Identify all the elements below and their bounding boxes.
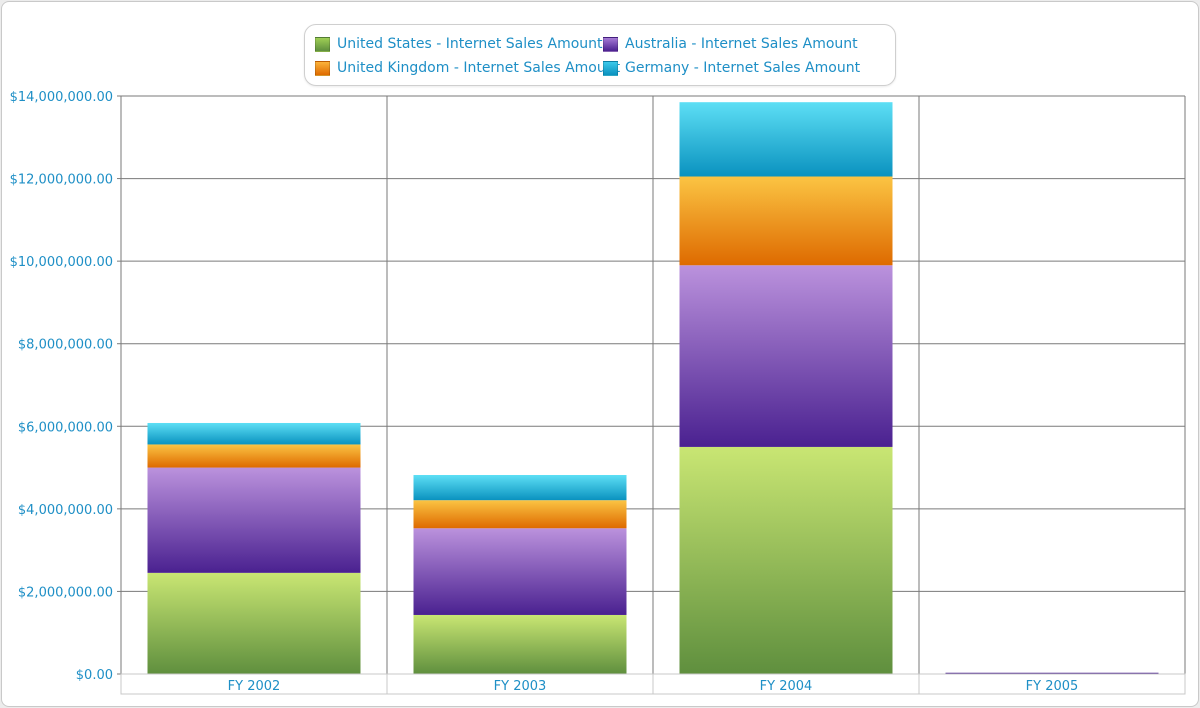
legend-label-germany: Germany - Internet Sales Amount (625, 60, 861, 76)
legend-swatch-germany (603, 60, 618, 76)
legend-item-australia[interactable]: Australia - Internet Sales Amount (603, 34, 858, 54)
legend-label-australia: Australia - Internet Sales Amount (625, 36, 858, 52)
y-tick-label: $2,000,000.00 (18, 585, 113, 600)
legend-item-united-states[interactable]: United States - Internet Sales Amount (315, 34, 603, 54)
bar-segment-united-kingdom-fy-2002[interactable] (147, 444, 361, 468)
y-tick-label: $8,000,000.00 (18, 338, 113, 353)
x-tick-label: FY 2003 (494, 679, 547, 694)
y-tick-label: $6,000,000.00 (18, 420, 113, 435)
bar-segment-united-states-fy-2002[interactable] (147, 572, 361, 674)
legend-swatch-united-kingdom (315, 60, 330, 76)
legend-swatch-united-states (315, 36, 330, 52)
x-tick-label: FY 2005 (1026, 679, 1079, 694)
legend: United States - Internet Sales Amount Au… (304, 24, 896, 86)
y-tick-label: $12,000,000.00 (10, 173, 113, 188)
bar-segment-australia-fy-2002[interactable] (147, 467, 361, 573)
legend-label-united-kingdom: United Kingdom - Internet Sales Amount (337, 60, 621, 76)
bar-segment-united-states-fy-2004[interactable] (679, 446, 893, 674)
bar-segment-germany-fy-2003[interactable] (413, 475, 627, 501)
axes: $0.00 $2,000,000.00 $4,000,000.00 $6,000,00… (10, 90, 1186, 695)
legend-label-united-states: United States - Internet Sales Amount (337, 36, 603, 52)
x-tick-label: FY 2004 (760, 679, 813, 694)
bar-segment-germany-fy-2002[interactable] (147, 422, 361, 445)
legend-swatch-australia (603, 36, 618, 52)
x-tick-label: FY 2002 (228, 679, 281, 694)
y-tick-label: $4,000,000.00 (18, 503, 113, 518)
bar-segment-australia-fy-2003[interactable] (413, 528, 627, 615)
legend-item-united-kingdom[interactable]: United Kingdom - Internet Sales Amount (315, 58, 620, 78)
y-tick-label: $0.00 (76, 668, 113, 683)
y-tick-label: $14,000,000.00 (10, 90, 113, 105)
y-tick-label: $10,000,000.00 (10, 255, 113, 270)
bars (147, 102, 1159, 675)
bar-segment-united-kingdom-fy-2004[interactable] (679, 176, 893, 266)
bar-segment-united-states-fy-2003[interactable] (413, 614, 627, 674)
bar-segment-united-kingdom-fy-2003[interactable] (413, 500, 627, 529)
legend-item-germany[interactable]: Germany - Internet Sales Amount (603, 58, 860, 78)
bar-segment-australia-fy-2004[interactable] (679, 265, 893, 447)
bar-segment-germany-fy-2004[interactable] (679, 102, 893, 177)
